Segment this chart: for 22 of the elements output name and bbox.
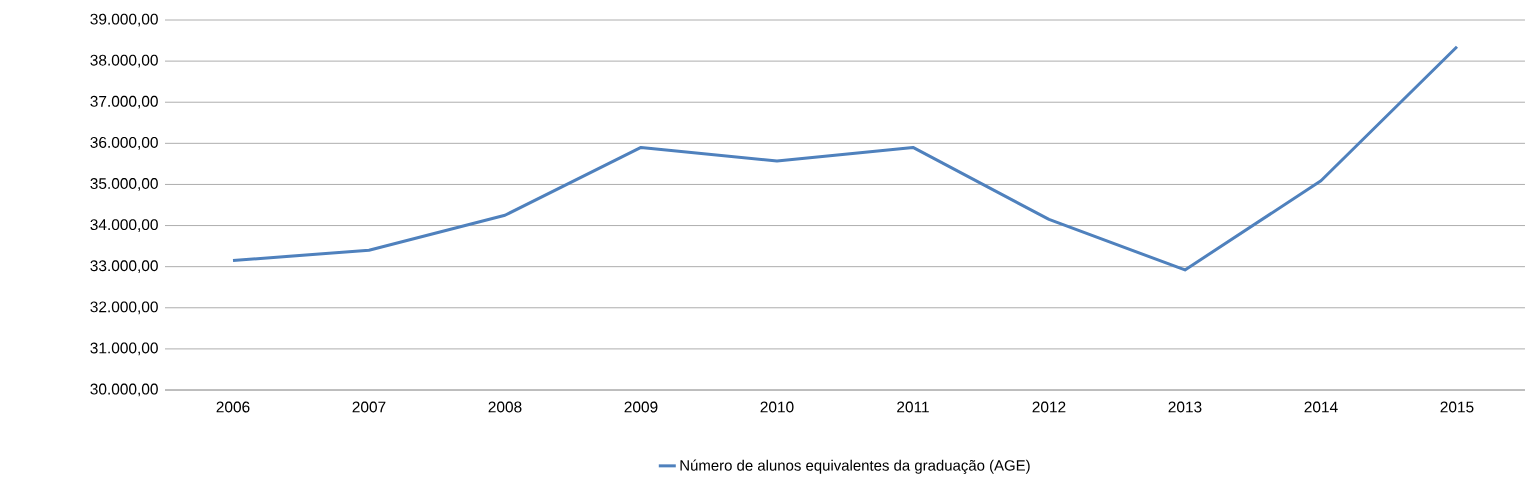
x-tick-label: 2011 — [897, 401, 929, 413]
y-tick-label: 35.000,00 — [90, 178, 158, 191]
line-series — [231, 45, 1459, 272]
y-tick-label: 31.000,00 — [90, 342, 158, 356]
y-tick-label: 33.000,00 — [90, 260, 158, 274]
x-tick-label: 2007 — [352, 401, 386, 413]
x-tick-label: 2012 — [1032, 401, 1066, 413]
y-tick-label: 36.000,00 — [90, 136, 158, 150]
x-tick-label: 2006 — [216, 401, 250, 413]
legend-label: Número de alunos equivalentes da graduação (AGE) — [680, 459, 1030, 474]
x-tick-label: 2009 — [624, 401, 658, 413]
x-tick-label: 2010 — [760, 401, 794, 413]
x-tick-label: 2013 — [1168, 401, 1202, 413]
x-tick-label: 2014 — [1304, 401, 1338, 413]
x-tick-label: 2015 — [1440, 401, 1474, 413]
y-tick-label: 38.000,00 — [90, 54, 158, 68]
y-tick-label: 30.000,00 — [90, 383, 158, 397]
y-tick-label: 32.000,00 — [90, 301, 158, 315]
x-tick-label: 2008 — [488, 401, 522, 413]
y-tick-label: 39.000,00 — [90, 13, 158, 27]
y-tick-label: 34.000,00 — [90, 219, 158, 232]
y-tick-label: 37.000,00 — [90, 95, 158, 109]
